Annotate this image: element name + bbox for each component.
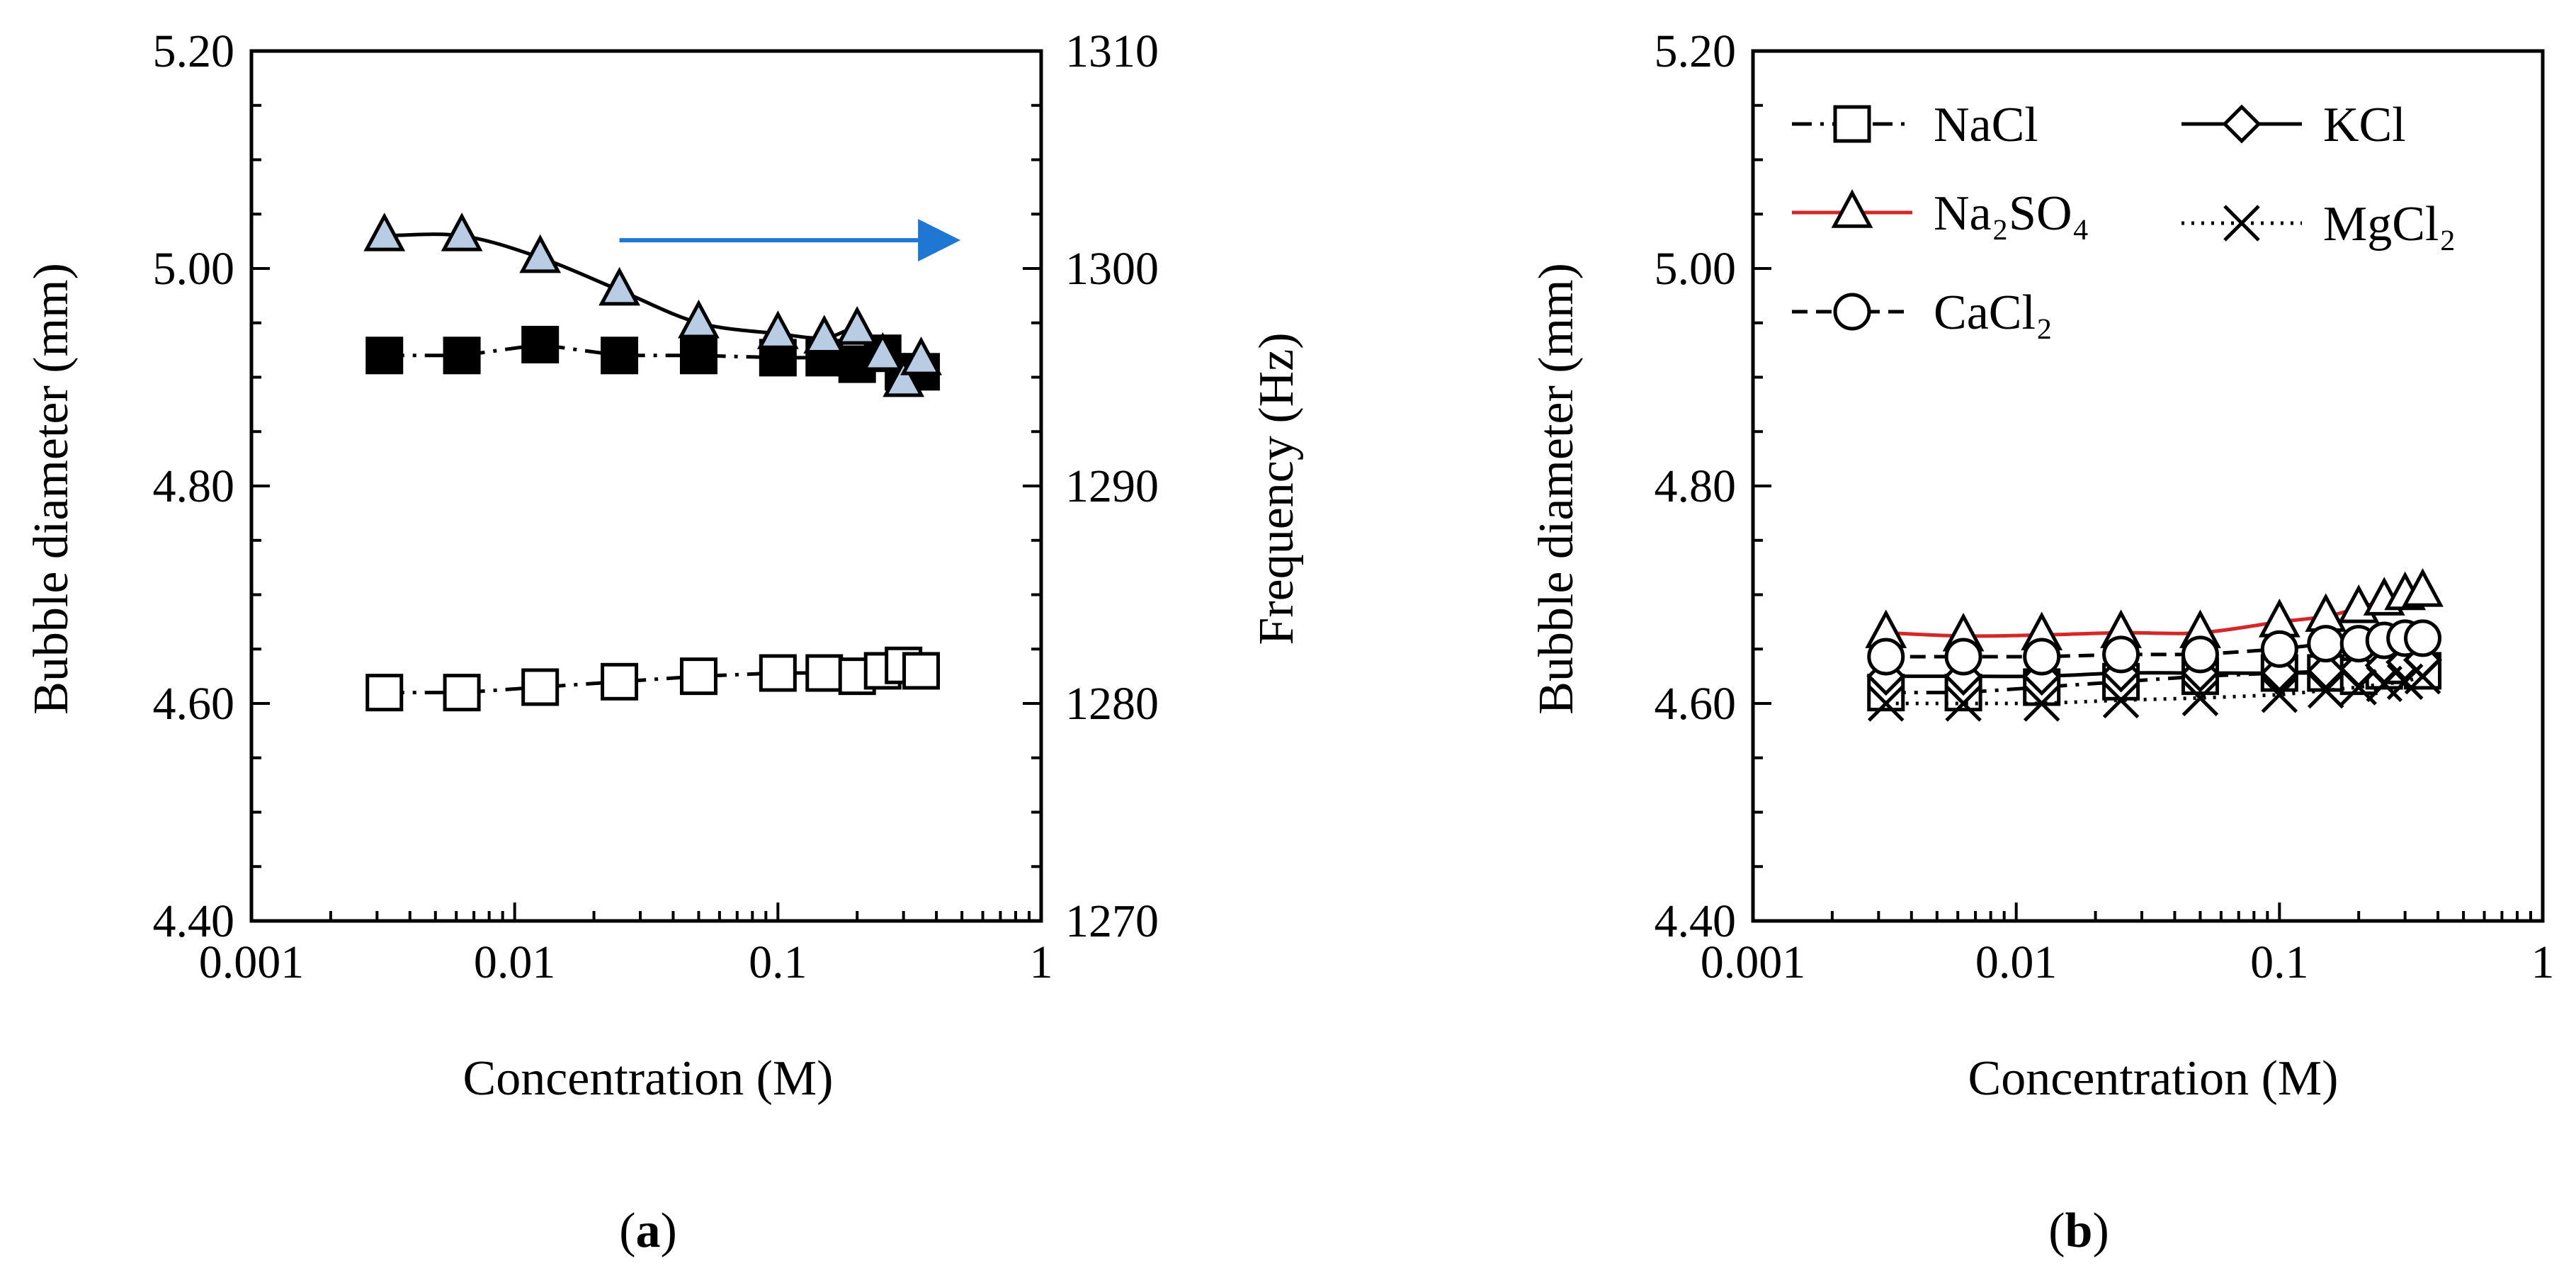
x-tick-label: 0.001 — [199, 937, 305, 988]
y-tick-label: 4.60 — [1655, 678, 1737, 730]
panel-b-plot-frame — [1751, 49, 2545, 923]
data-point — [2102, 681, 2140, 719]
data-point — [2306, 651, 2346, 691]
data-point — [836, 306, 878, 345]
y2-tick-label: 1300 — [1065, 243, 1159, 295]
panel-b-legend: NaCl KCl Na₂SO₄ MgCl₂ CaCl₂ — [1792, 98, 2456, 340]
data-point — [441, 213, 483, 251]
data-point — [678, 299, 720, 339]
data-point — [521, 668, 560, 706]
data-point — [2404, 619, 2442, 657]
legend-item: CaCl₂ — [1792, 285, 2053, 340]
data-point — [861, 332, 904, 371]
x-tick-label: 1 — [1030, 937, 1053, 988]
panel-a-plot-frame — [249, 49, 1043, 923]
legend-label: NaCl — [1934, 98, 2038, 152]
legend-marker — [1833, 293, 1871, 331]
data-point — [363, 213, 406, 251]
y-tick-label: 5.20 — [1655, 26, 1737, 77]
x-tick-label: 0.1 — [749, 937, 807, 988]
panel-b-tick-layer: 0.001 0.01 0.1 1 4.40 4.60 4.80 5.00 5.20 — [1655, 26, 2555, 988]
legend-marker — [1831, 189, 1873, 228]
data-point — [443, 336, 481, 375]
y-tick-label: 4.80 — [1655, 460, 1737, 512]
data-point — [2402, 568, 2444, 607]
panel-b-caption: (b) — [2048, 1204, 2109, 1258]
y2-tick-label: 1270 — [1065, 895, 1159, 947]
panel-a-series-layer — [363, 213, 942, 712]
legend-label: KCl — [2323, 98, 2406, 152]
y2-tick-label: 1280 — [1065, 678, 1159, 730]
legend-marker — [2222, 104, 2262, 144]
legend-label: CaCl₂ — [1934, 285, 2053, 340]
x-tick-label: 0.001 — [1701, 937, 1806, 988]
legend-item: NaCl — [1792, 98, 2038, 152]
data-point — [598, 266, 640, 306]
data-point — [2023, 638, 2061, 676]
data-point — [2261, 676, 2298, 713]
data-point — [2102, 635, 2140, 674]
legend-item: MgCl₂ — [2181, 197, 2456, 251]
x-tick-label: 0.01 — [474, 937, 556, 988]
panel-b-y-axis-title: Bubble diameter (mm) — [1529, 263, 1584, 715]
y-tick-label: 5.20 — [153, 26, 235, 77]
data-point — [365, 674, 404, 712]
data-point — [2181, 635, 2219, 674]
data-point — [2023, 685, 2060, 722]
chart-panel-a: 0.001 0.01 0.1 1 4.40 4.60 4.80 5.00 5.20 1270 128… — [24, 26, 1304, 1258]
data-point — [1944, 638, 1982, 676]
chart-panel-b: 0.001 0.01 0.1 1 4.40 4.60 4.80 5.00 5.20 Concen… — [1529, 26, 2555, 1258]
data-point — [679, 657, 717, 696]
panel-a-caption: (a) — [619, 1204, 677, 1258]
y2-tick-label: 1290 — [1065, 460, 1159, 512]
data-point — [1867, 638, 1905, 676]
y2-tick-label: 1310 — [1065, 26, 1159, 77]
x-tick-label: 1 — [2531, 937, 2555, 988]
legend-marker — [2223, 205, 2260, 242]
data-point — [756, 310, 799, 349]
data-point — [679, 336, 717, 375]
panel-a-x-axis-title: Concentration (M) — [463, 1051, 834, 1106]
data-point — [1867, 685, 1905, 722]
legend-label: Na₂SO₄ — [1934, 186, 2089, 241]
data-point — [900, 336, 942, 375]
data-point — [1945, 685, 1982, 722]
x-tick-label: 0.1 — [2250, 937, 2309, 988]
data-point — [803, 315, 846, 353]
data-point — [365, 336, 404, 375]
legend-marker — [1833, 105, 1871, 143]
y-tick-label: 5.00 — [153, 243, 235, 295]
legend-item: KCl — [2181, 98, 2406, 152]
data-point — [2308, 672, 2344, 709]
data-point — [2404, 657, 2441, 695]
panel-b-series-layer — [1865, 568, 2444, 722]
y-tick-label: 4.80 — [153, 460, 235, 512]
data-point — [601, 336, 639, 375]
data-point — [2307, 625, 2345, 663]
legend-item: Na₂SO₄ — [1792, 186, 2089, 241]
y-tick-label: 5.00 — [1655, 243, 1737, 295]
data-point — [902, 652, 941, 690]
data-point — [2260, 630, 2298, 668]
data-point — [443, 674, 481, 712]
data-point — [521, 325, 560, 363]
panel-a-y2-axis-title: Frequency (Hz) — [1249, 332, 1304, 645]
data-point — [883, 358, 925, 397]
panel-a-tick-layer: 0.001 0.01 0.1 1 4.40 4.60 4.80 5.00 5.20 1270 128… — [153, 26, 1159, 988]
y-tick-label: 4.40 — [1655, 895, 1737, 947]
panel-b-x-axis-title: Concentration (M) — [1968, 1051, 2339, 1106]
data-point — [759, 654, 797, 692]
y-tick-label: 4.40 — [153, 895, 235, 947]
panel-a-y-axis-title: Bubble diameter (mm) — [24, 263, 79, 715]
data-point — [805, 654, 844, 692]
legend-label: MgCl₂ — [2323, 197, 2456, 251]
y-tick-label: 4.60 — [153, 678, 235, 730]
data-point — [2181, 679, 2219, 717]
series-line — [1885, 674, 2424, 706]
x-tick-label: 0.01 — [1975, 937, 2058, 988]
data-point — [519, 234, 562, 273]
data-point — [601, 662, 639, 701]
